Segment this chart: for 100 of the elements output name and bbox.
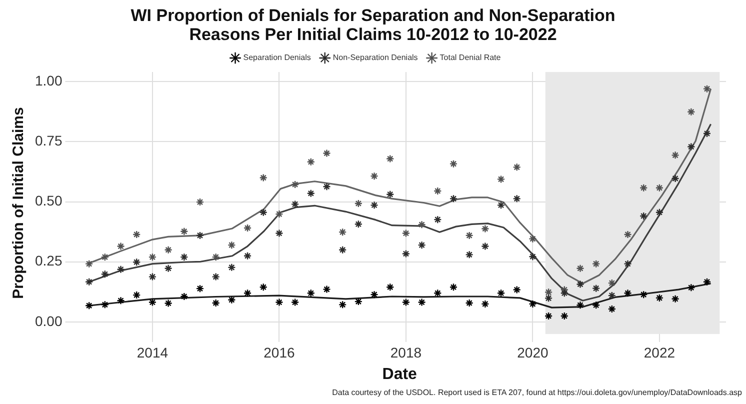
point [576, 264, 584, 272]
point [100, 270, 110, 278]
x-tick-label: 2022 [644, 344, 676, 360]
point [402, 250, 410, 258]
point [243, 289, 252, 298]
point [402, 298, 410, 306]
point [687, 142, 696, 151]
point [640, 184, 648, 192]
point [148, 272, 157, 281]
point [671, 174, 680, 183]
point [148, 252, 157, 262]
point [434, 289, 442, 298]
point [702, 129, 712, 138]
point [449, 283, 458, 292]
point [434, 215, 442, 224]
point [624, 289, 632, 298]
point [560, 289, 568, 298]
point [481, 242, 490, 250]
point [624, 260, 632, 268]
point [687, 108, 696, 116]
point [370, 201, 378, 210]
point [418, 298, 426, 306]
point [702, 278, 712, 286]
point [418, 240, 426, 250]
point [386, 154, 394, 163]
point [259, 283, 268, 292]
point [655, 294, 664, 302]
point [671, 294, 680, 304]
point [354, 297, 363, 306]
point [100, 252, 110, 262]
point [196, 284, 204, 293]
point [116, 265, 125, 274]
point [592, 301, 600, 310]
point [322, 285, 331, 294]
point [496, 289, 506, 298]
point [512, 286, 521, 294]
point [306, 289, 315, 298]
point [528, 234, 537, 243]
point [116, 296, 125, 305]
point [243, 252, 252, 260]
point [655, 184, 664, 192]
point [322, 149, 331, 158]
point [449, 160, 458, 168]
point [338, 228, 347, 236]
point [671, 151, 680, 160]
point [512, 163, 521, 172]
point [100, 300, 110, 309]
point [228, 263, 236, 272]
point [180, 252, 188, 262]
point [386, 283, 394, 292]
point [228, 240, 236, 250]
point [576, 280, 584, 288]
point [290, 180, 300, 189]
point [259, 174, 268, 182]
y-tick-label: 0.00 [35, 312, 62, 329]
point [338, 300, 347, 309]
point [132, 230, 141, 239]
y-axis-title: Proportion of Initial Claims [10, 107, 28, 299]
point [592, 284, 600, 292]
point [481, 224, 490, 233]
point [370, 290, 378, 299]
point [275, 229, 284, 238]
legend-label: Non-Separation Denials [332, 53, 418, 62]
point [576, 301, 584, 310]
point [512, 194, 521, 203]
point [640, 212, 648, 220]
point [84, 260, 94, 268]
point [608, 278, 616, 288]
point [132, 290, 141, 300]
chart-title: WI Proportion of Denials for Separation and Non-Separation Reasons Per Initial Claims 10-2012 to 10-2022 [130, 6, 616, 44]
text: Data courtesy of the USDOL. Report used is ETA 207, found at https://oui.doleta.gov/unemploy/DataDownloads.asp [332, 388, 742, 397]
y-tick-label: 1.00 [35, 72, 62, 88]
point [180, 227, 188, 236]
point [322, 182, 331, 191]
point [354, 199, 363, 208]
point [465, 231, 474, 240]
point [275, 210, 284, 218]
point [290, 298, 300, 306]
point [212, 298, 220, 308]
x-axis-title: Date [382, 366, 418, 383]
point [465, 298, 474, 308]
point [84, 278, 94, 286]
point [592, 260, 600, 268]
y-tick-label: 0.50 [35, 192, 62, 209]
point [275, 298, 284, 306]
legend-label: Separation Denials [243, 53, 311, 62]
point [228, 296, 236, 304]
point [148, 298, 157, 306]
point [465, 250, 474, 259]
point [354, 220, 363, 228]
point [496, 175, 506, 184]
point [164, 246, 172, 254]
point [544, 288, 553, 296]
point [560, 312, 568, 320]
point [434, 186, 442, 196]
point [212, 252, 220, 262]
point [544, 312, 553, 320]
x-tick-label: 2014 [136, 344, 168, 360]
point [180, 292, 188, 301]
point [608, 304, 616, 314]
